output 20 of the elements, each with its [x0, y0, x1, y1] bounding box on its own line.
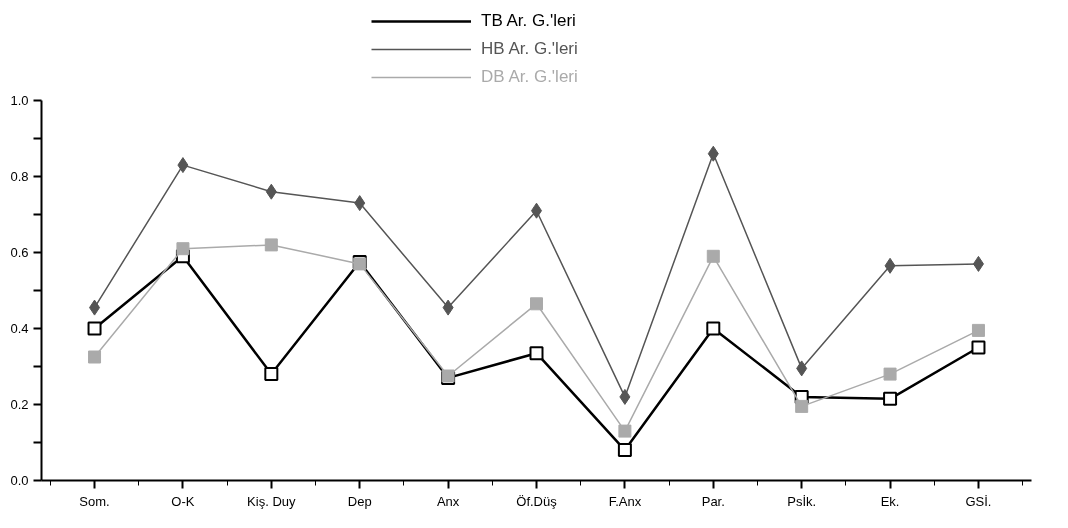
text: HB Ar. G.'leri — [481, 38, 578, 60]
x-tick-label: Öf.Düş — [516, 493, 558, 509]
text: TB Ar. G.'leri — [481, 10, 576, 32]
y-tick-label: 1.0 — [10, 93, 29, 108]
y-tick-label: 0.0 — [10, 473, 29, 488]
y-tick-label: 0.4 — [10, 321, 29, 336]
x-tick-label: Ek. — [880, 493, 900, 509]
x-tick-label: Kiş. Duy — [247, 493, 297, 509]
x-tick-label: Anx — [436, 493, 460, 509]
x-tick-label: Dep — [347, 493, 372, 509]
text: DB Ar. G.'leri — [481, 66, 578, 88]
x-tick-label: F.Anx — [608, 493, 642, 509]
y-tick-label: 0.6 — [10, 245, 29, 260]
x-tick-label: Som. — [79, 493, 110, 509]
x-tick-label: GSİ. — [965, 493, 992, 509]
y-tick-label: 0.2 — [10, 397, 29, 412]
y-tick-label: 0.8 — [10, 169, 29, 184]
x-tick-label: Par. — [701, 493, 725, 509]
x-tick-label: Psİk. — [787, 493, 817, 509]
x-tick-label: O-K — [171, 493, 195, 509]
